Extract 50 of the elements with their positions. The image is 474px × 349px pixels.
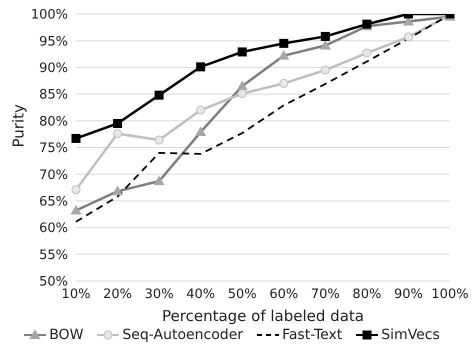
x-tick-label: 50% — [228, 287, 257, 302]
point — [320, 40, 331, 50]
point — [279, 78, 288, 88]
x-tick-label: 30% — [144, 287, 174, 302]
point — [72, 185, 80, 194]
x-tick-label: 20% — [103, 287, 132, 302]
point — [154, 90, 164, 100]
point — [404, 32, 413, 42]
point — [112, 186, 124, 196]
x-tick-label: 40% — [186, 287, 216, 302]
y-tick-label: 55% — [39, 248, 68, 263]
y-tick-label: 65% — [39, 194, 68, 210]
y-tick-label: 100% — [30, 8, 68, 23]
legend-label: BOW — [48, 327, 84, 343]
point — [195, 126, 206, 136]
y-tick-label: 70% — [39, 168, 68, 183]
point — [279, 38, 288, 48]
legend-label: Fast-Text — [281, 327, 342, 343]
x-tick-label: 70% — [310, 287, 340, 302]
y-axis-title: Purity — [9, 104, 28, 148]
point — [154, 136, 164, 145]
y-tick-label: 90% — [39, 61, 68, 76]
point — [320, 66, 330, 75]
x-tick-label: 90% — [394, 287, 423, 302]
point — [238, 89, 247, 98]
x-tick-label: 80% — [352, 287, 382, 302]
point — [113, 118, 122, 128]
x-tick-label: 10% — [62, 287, 90, 302]
x-axis-title: Percentage of labeled data — [162, 307, 364, 325]
x-tick-label: 100% — [431, 287, 469, 302]
point — [113, 129, 122, 138]
point — [196, 106, 206, 115]
y-tick-label: 95% — [39, 34, 68, 50]
point — [72, 134, 80, 143]
y-tick-label: 50% — [39, 274, 68, 290]
point — [362, 48, 372, 58]
y-tick-label: 80% — [39, 114, 68, 130]
point — [70, 205, 82, 215]
legend-label: SimVecs — [380, 327, 440, 343]
point — [154, 176, 165, 186]
y-tick-label: 60% — [39, 221, 68, 236]
point — [278, 50, 290, 60]
x-tick-label: 60% — [269, 287, 298, 302]
y-tick-label: 85% — [39, 88, 68, 103]
point — [238, 47, 247, 56]
y-tick-label: 75% — [39, 141, 68, 156]
legend-label: Seq-Autoencoder — [121, 327, 244, 343]
point — [236, 80, 248, 90]
point — [196, 62, 206, 72]
point — [320, 32, 330, 41]
